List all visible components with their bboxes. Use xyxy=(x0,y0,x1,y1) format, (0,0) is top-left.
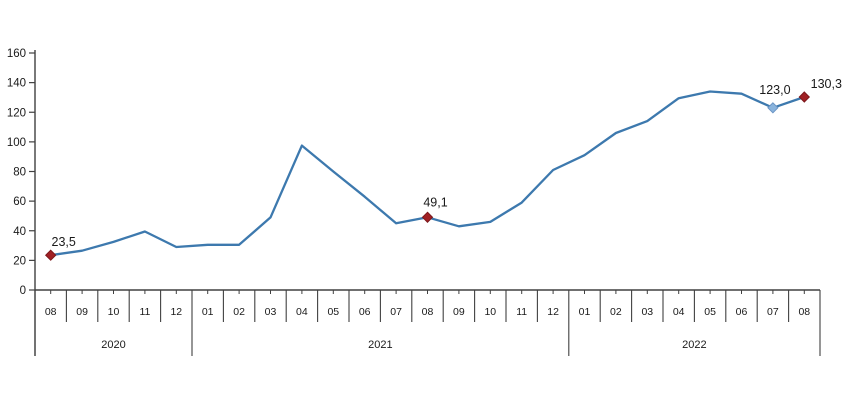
data-point-marker xyxy=(421,211,434,223)
x-tick-label: 12 xyxy=(170,306,182,318)
y-tick-label: 60 xyxy=(13,196,26,208)
x-tick-label: 07 xyxy=(767,306,779,318)
x-tick-label: 10 xyxy=(484,306,496,318)
x-tick-label: 09 xyxy=(76,306,88,318)
x-tick-label: 04 xyxy=(296,306,308,318)
y-tick-label: 100 xyxy=(7,137,26,149)
x-tick-label: 07 xyxy=(390,306,402,318)
x-tick-label: 02 xyxy=(610,306,622,318)
y-tick-label: 20 xyxy=(13,255,26,267)
x-tick-label: 06 xyxy=(736,306,748,318)
year-label: 2021 xyxy=(368,339,392,351)
data-point-marker xyxy=(44,249,57,261)
y-tick-label: 0 xyxy=(20,285,26,297)
x-tick-label: 08 xyxy=(45,306,57,318)
x-tick-label: 05 xyxy=(704,306,716,318)
x-tick-label: 05 xyxy=(327,306,339,318)
data-point-marker xyxy=(767,102,779,114)
y-tick-label: 80 xyxy=(13,167,26,179)
x-tick-label: 12 xyxy=(547,306,559,318)
x-tick-label: 09 xyxy=(453,306,465,318)
data-point-label: 49,1 xyxy=(423,195,447,209)
x-tick-label: 06 xyxy=(359,306,371,318)
x-tick-label: 04 xyxy=(673,306,685,318)
y-tick-label: 160 xyxy=(7,48,26,60)
x-tick-label: 11 xyxy=(139,306,150,318)
x-tick-label: 01 xyxy=(579,306,591,318)
x-tick-label: 02 xyxy=(233,306,245,318)
x-tick-label: 11 xyxy=(516,306,527,318)
data-line xyxy=(49,90,806,257)
year-label: 2020 xyxy=(101,339,125,351)
year-label: 2022 xyxy=(682,339,706,351)
x-tick-label: 08 xyxy=(422,306,434,318)
x-tick-label: 10 xyxy=(108,306,120,318)
data-point-label: 130,3 xyxy=(811,77,842,91)
y-tick-label: 40 xyxy=(13,226,26,238)
data-point-label: 23,5 xyxy=(52,235,76,249)
y-tick-label: 140 xyxy=(7,78,26,90)
x-tick-label: 08 xyxy=(798,306,810,318)
x-tick-label: 03 xyxy=(265,306,277,318)
x-tick-label: 01 xyxy=(202,306,214,318)
data-point-marker xyxy=(798,91,811,103)
y-tick-label: 120 xyxy=(7,107,26,119)
data-point-label: 123,0 xyxy=(759,83,790,97)
x-tick-label: 03 xyxy=(641,306,653,318)
